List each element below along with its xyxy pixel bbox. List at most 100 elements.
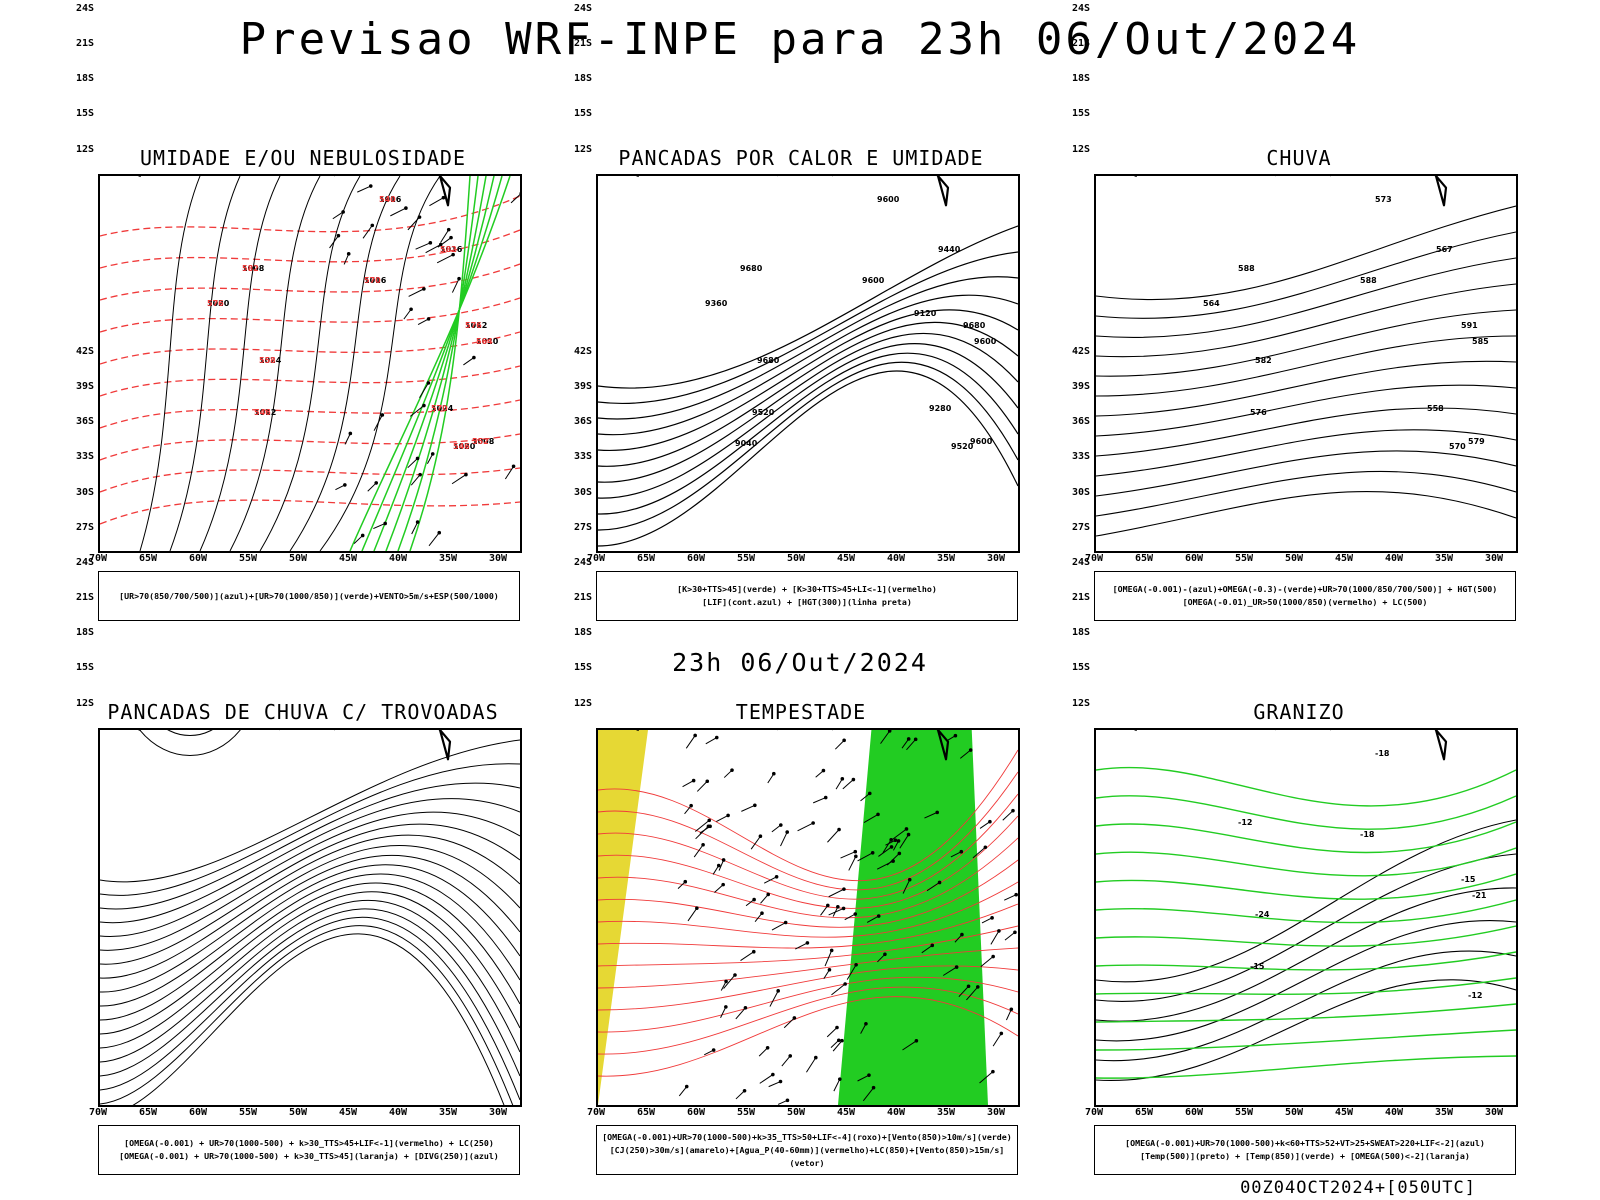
wind-arrow-head xyxy=(991,1069,995,1074)
lon-tick-label: 70W xyxy=(586,1107,606,1118)
lon-tick-label: 50W xyxy=(1284,1107,1304,1118)
wind-arrow-head xyxy=(724,1005,728,1009)
streamlines-line xyxy=(100,845,520,979)
legend-line: [Temp(500)](preto) + [Temp(850)](verde) … xyxy=(1140,1151,1470,1161)
lat-tick-label: 42S xyxy=(573,346,592,357)
wind-arrow-head xyxy=(827,967,832,972)
streamline-closed xyxy=(139,730,241,757)
lon-tick-label: 40W xyxy=(1384,1107,1404,1118)
legend-box: [K>30+TTS>45](verde) + [K>30+TTS>45+LI<-… xyxy=(596,571,1018,621)
lon-tick-label: 35W xyxy=(438,553,458,564)
wind-arrow-head xyxy=(426,317,431,321)
hgt500-contours xyxy=(1096,205,1516,537)
wind-arrow xyxy=(828,888,845,898)
lat-tick-label: 12S xyxy=(573,143,592,155)
geopotential-contours-line xyxy=(100,195,520,237)
wind-arrow-head xyxy=(837,827,841,832)
precipitable-water-contours-line xyxy=(598,771,1018,891)
hgt500-contours-line xyxy=(1096,257,1516,338)
wind-arrow xyxy=(451,278,460,293)
legend-line: [UR>70(850/700/500)](azul)+[UR>70(1000/8… xyxy=(119,590,499,601)
wind-arrow xyxy=(862,1087,874,1102)
wind-arrow-head xyxy=(843,982,847,986)
wind-arrow-head xyxy=(343,483,347,487)
lat-tick-label: 15S xyxy=(1071,108,1090,120)
pressure-contours xyxy=(139,176,441,551)
map-svg xyxy=(598,730,1018,1105)
streamlines-line xyxy=(100,782,520,910)
hgt500-contours-line xyxy=(1096,471,1516,517)
lon-tick-label: 55W xyxy=(238,1107,258,1118)
map-svg xyxy=(100,730,520,1105)
legend-line: [OMEGA(-0.001) + UR>70(1000-500) + k>30_… xyxy=(124,1138,494,1148)
wind-arrow-head xyxy=(907,877,912,882)
contour-label: 9440 xyxy=(938,245,961,254)
wind-arrow xyxy=(768,1081,781,1088)
lon-tick-label: 55W xyxy=(736,1107,756,1118)
hgt500-contours-line xyxy=(1096,491,1516,537)
wind-arrow xyxy=(429,197,444,207)
contour-label: 9600 xyxy=(970,437,993,446)
contour-label: 558 xyxy=(1427,404,1444,413)
contour-label: 582 xyxy=(1255,356,1272,365)
lon-tick-label: 45W xyxy=(338,553,358,564)
legend-line: [OMEGA(-0.01)_UR>50(1000/850)(vermelho) … xyxy=(1182,597,1428,607)
hgt500-contours-line xyxy=(1096,335,1516,397)
lat-tick-label: 39S xyxy=(1071,381,1090,393)
lon-tick-label: 40W xyxy=(388,1107,408,1118)
wind-arrow-head xyxy=(1009,1007,1014,1012)
lon-tick-label: 70W xyxy=(1084,553,1104,564)
lon-tick-label: 50W xyxy=(786,1107,806,1118)
lat-tick-label: 18S xyxy=(1071,73,1090,85)
hgt300-contours-line xyxy=(598,343,1018,499)
lon-tick-label: 45W xyxy=(338,1107,358,1118)
wind-arrow xyxy=(886,853,900,866)
wind-arrow xyxy=(885,839,896,846)
temp850-contours-line xyxy=(1096,1055,1516,1079)
wind-arrow xyxy=(410,474,421,486)
wind-arrow-head xyxy=(785,1098,790,1103)
lon-tick-label: 35W xyxy=(936,553,956,564)
contour-label: 9040 xyxy=(735,439,758,448)
wind-arrow-head xyxy=(853,912,858,916)
wind-arrow xyxy=(718,859,725,871)
wind-arrow-head xyxy=(954,965,959,969)
map-svg: 588 591 588 585 582 579 576 573 570 567 564 558 xyxy=(1096,176,1516,537)
streamlines-line xyxy=(100,916,520,1101)
streamlines-line xyxy=(100,834,520,965)
lat-tick-label: 27S xyxy=(75,521,94,533)
temp850-contours-line xyxy=(1096,951,1516,971)
geopotential-contours-line xyxy=(100,467,520,493)
lon-tick-label: 60W xyxy=(686,1107,706,1118)
wind-arrow xyxy=(1004,931,1016,941)
legend-box: [OMEGA(-0.001)+UR>70(1000-500)+k<60+TTS>… xyxy=(1094,1125,1516,1175)
map-svg: 1008 1012 1016 1020 1024 1008 1012 1016 1020 1016… xyxy=(100,176,520,551)
wind-arrow xyxy=(763,876,777,884)
lon-tick-label: 45W xyxy=(1334,553,1354,564)
lat-tick-label: 33S xyxy=(573,451,592,463)
coastline xyxy=(438,730,452,761)
wind-arrow-head xyxy=(779,823,783,827)
coastline-east xyxy=(1434,176,1448,207)
wind-arrow xyxy=(921,944,933,954)
wind-arrow-head xyxy=(876,812,880,817)
contour-label: 1012 xyxy=(465,321,487,330)
wind-arrow-head xyxy=(897,851,902,856)
wind-arrow-head xyxy=(695,906,699,910)
wind-arrow-head xyxy=(743,1005,748,1010)
temp850-contours-line xyxy=(1096,766,1516,807)
temp850-contours-line xyxy=(1096,873,1516,900)
wind-arrow-head xyxy=(887,730,892,733)
lat-tick-label: 30S xyxy=(1071,486,1090,498)
lat-tick-label: 12S xyxy=(1071,143,1090,155)
humid-contours-green-line xyxy=(349,176,511,551)
wind-arrow xyxy=(824,950,833,967)
wind-arrow xyxy=(1002,810,1014,821)
temp850-contours-line xyxy=(1096,795,1516,830)
wind-arrow-head xyxy=(838,1077,842,1081)
wind-arrow-head xyxy=(707,818,712,823)
hgt300-labels: 9680968096009600968096009520960095209440… xyxy=(705,195,997,451)
wind-arrow xyxy=(848,856,857,871)
streamlines-line xyxy=(100,798,520,924)
lon-tick-label: 30W xyxy=(1484,553,1504,564)
